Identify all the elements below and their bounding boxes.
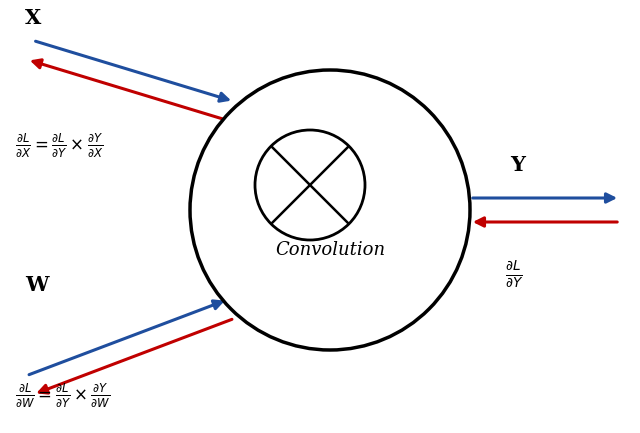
Circle shape [255,130,365,240]
Text: $\frac{\partial L}{\partial W} = \frac{\partial L}{\partial Y} \times \frac{\par: $\frac{\partial L}{\partial W} = \frac{\… [15,381,111,409]
Text: W: W [25,275,49,295]
Text: $\frac{\partial L}{\partial X} = \frac{\partial L}{\partial Y} \times \frac{\par: $\frac{\partial L}{\partial X} = \frac{\… [15,131,103,159]
Circle shape [190,70,470,350]
Text: X: X [25,8,42,28]
Text: Convolution: Convolution [275,241,385,259]
Text: $\frac{\partial L}{\partial Y}$: $\frac{\partial L}{\partial Y}$ [505,260,524,290]
Text: Y: Y [510,155,525,175]
